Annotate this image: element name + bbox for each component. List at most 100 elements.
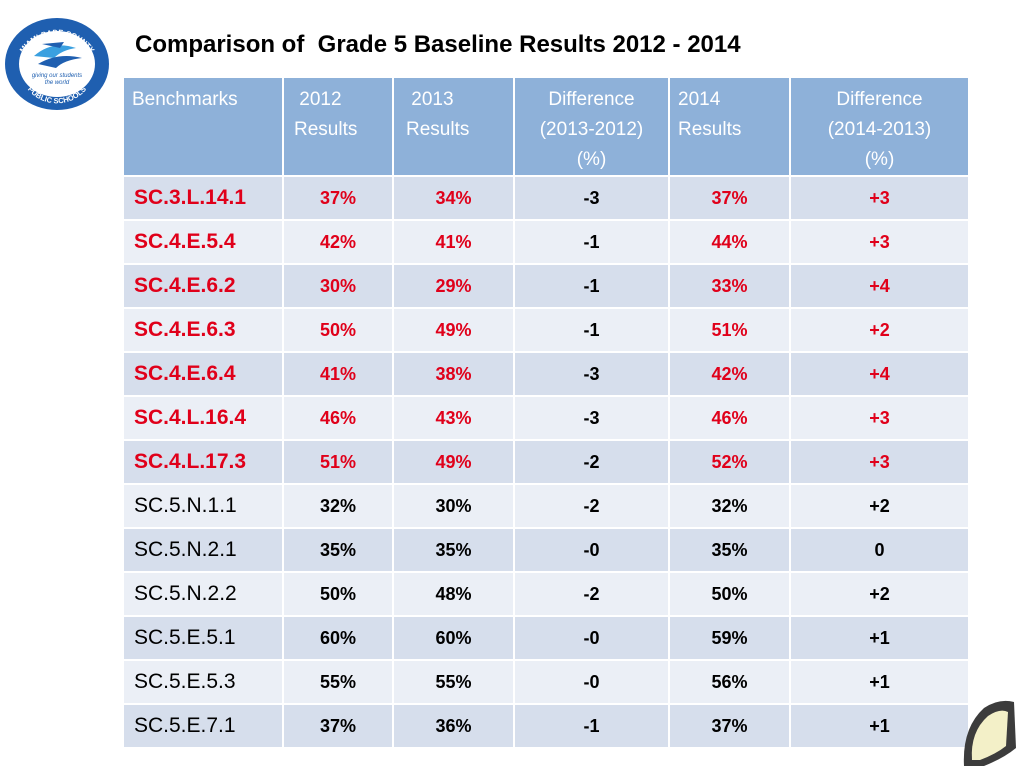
benchmark-cell: SC.4.E.6.2	[122, 263, 284, 309]
logo-tagline-line1: giving our students	[32, 73, 82, 79]
difference-2014-2013-cell: +1	[789, 659, 970, 705]
difference-2014-2013-cell: +3	[789, 175, 970, 221]
result-2013-cell: 41%	[392, 219, 515, 265]
result-2013-cell: 49%	[392, 307, 515, 353]
difference-2013-2012-cell: -0	[513, 527, 670, 573]
result-2014-cell: 51%	[668, 307, 791, 353]
table-row: SC.5.N.2.2 50% 48% -2 50% +2	[122, 571, 970, 617]
table-row: SC.4.E.5.4 42% 41% -1 44% +3	[122, 219, 970, 265]
benchmark-cell: SC.5.E.5.3	[122, 659, 284, 705]
header-text: (2014-2013)	[827, 119, 932, 140]
table-row: SC.4.L.17.3 51% 49% -2 52% +3	[122, 439, 970, 485]
result-2012-cell: 35%	[282, 527, 394, 573]
difference-2013-2012-cell: -3	[513, 175, 670, 221]
difference-2014-2013-cell: +2	[789, 571, 970, 617]
benchmark-cell: SC.5.E.5.1	[122, 615, 284, 661]
school-district-logo: MIAMI-DADE COUNTY PUBLIC SCHOOLS giving …	[5, 18, 109, 110]
difference-2013-2012-cell: -1	[513, 703, 670, 749]
result-2013-cell: 30%	[392, 483, 515, 529]
difference-2014-2013-cell: +2	[789, 307, 970, 353]
result-2014-cell: 52%	[668, 439, 791, 485]
difference-2014-2013-cell: +3	[789, 395, 970, 441]
result-2013-cell: 48%	[392, 571, 515, 617]
table-row: SC.3.L.14.1 37% 34% -3 37% +3	[122, 175, 970, 221]
result-2013-cell: 49%	[392, 439, 515, 485]
benchmark-cell: SC.5.N.2.2	[122, 571, 284, 617]
benchmark-cell: SC.4.E.5.4	[122, 219, 284, 265]
result-2012-cell: 37%	[282, 703, 394, 749]
table-row: SC.4.L.16.4 46% 43% -3 46% +3	[122, 395, 970, 441]
result-2012-cell: 50%	[282, 571, 394, 617]
header-text: 2013	[406, 89, 454, 110]
difference-2014-2013-cell: +3	[789, 439, 970, 485]
difference-2013-2012-cell: -2	[513, 571, 670, 617]
result-2014-cell: 50%	[668, 571, 791, 617]
difference-2013-2012-cell: -1	[513, 219, 670, 265]
difference-2013-2012-cell: -2	[513, 483, 670, 529]
benchmark-cell: SC.5.N.2.1	[122, 527, 284, 573]
result-2012-cell: 42%	[282, 219, 394, 265]
benchmark-cell: SC.4.E.6.3	[122, 307, 284, 353]
benchmark-cell: SC.4.L.16.4	[122, 395, 284, 441]
table-row: SC.5.N.2.1 35% 35% -0 35% 0	[122, 527, 970, 573]
difference-2013-2012-cell: -2	[513, 439, 670, 485]
globe-icon	[34, 42, 82, 68]
header-text: (%)	[576, 149, 607, 170]
header-text: 2014	[678, 89, 721, 110]
result-2014-cell: 42%	[668, 351, 791, 397]
difference-2014-2013-cell: +2	[789, 483, 970, 529]
header-2013-results: 2013 Results	[392, 76, 515, 177]
difference-2013-2012-cell: -0	[513, 659, 670, 705]
result-2013-cell: 43%	[392, 395, 515, 441]
result-2012-cell: 55%	[282, 659, 394, 705]
result-2012-cell: 32%	[282, 483, 394, 529]
benchmark-cell: SC.4.E.6.4	[122, 351, 284, 397]
result-2013-cell: 55%	[392, 659, 515, 705]
table-row: SC.4.E.6.4 41% 38% -3 42% +4	[122, 351, 970, 397]
result-2014-cell: 37%	[668, 175, 791, 221]
header-benchmarks: Benchmarks	[122, 76, 284, 177]
table-row: SC.5.E.5.3 55% 55% -0 56% +1	[122, 659, 970, 705]
result-2014-cell: 59%	[668, 615, 791, 661]
result-2013-cell: 60%	[392, 615, 515, 661]
header-text: Benchmarks	[132, 89, 238, 110]
benchmark-cell: SC.5.N.1.1	[122, 483, 284, 529]
difference-2014-2013-cell: +4	[789, 351, 970, 397]
table-row: SC.5.N.1.1 32% 30% -2 32% +2	[122, 483, 970, 529]
difference-2014-2013-cell: 0	[789, 527, 970, 573]
results-table: Benchmarks 2012 Results 2013 Results Dif…	[122, 76, 970, 749]
result-2014-cell: 35%	[668, 527, 791, 573]
result-2013-cell: 29%	[392, 263, 515, 309]
difference-2013-2012-cell: -1	[513, 263, 670, 309]
result-2012-cell: 41%	[282, 351, 394, 397]
difference-2014-2013-cell: +1	[789, 703, 970, 749]
header-difference-2014-2013: Difference (2014-2013) (%)	[789, 76, 970, 177]
difference-2013-2012-cell: -3	[513, 351, 670, 397]
result-2012-cell: 51%	[282, 439, 394, 485]
header-text: (%)	[864, 149, 895, 170]
header-difference-2013-2012: Difference (2013-2012) (%)	[513, 76, 670, 177]
header-text: Difference	[548, 89, 635, 110]
result-2012-cell: 46%	[282, 395, 394, 441]
difference-2014-2013-cell: +3	[789, 219, 970, 265]
result-2013-cell: 36%	[392, 703, 515, 749]
result-2014-cell: 33%	[668, 263, 791, 309]
benchmark-cell: SC.3.L.14.1	[122, 175, 284, 221]
header-text: (2013-2012)	[539, 119, 644, 140]
header-text: Results	[406, 119, 470, 140]
result-2013-cell: 34%	[392, 175, 515, 221]
result-2012-cell: 60%	[282, 615, 394, 661]
header-2012-results: 2012 Results	[282, 76, 394, 177]
result-2013-cell: 38%	[392, 351, 515, 397]
difference-2013-2012-cell: -3	[513, 395, 670, 441]
table-header-row: Benchmarks 2012 Results 2013 Results Dif…	[122, 76, 970, 177]
page-title: Comparison of Grade 5 Baseline Results 2…	[135, 31, 741, 58]
benchmark-cell: SC.4.L.17.3	[122, 439, 284, 485]
difference-2014-2013-cell: +1	[789, 615, 970, 661]
result-2014-cell: 46%	[668, 395, 791, 441]
header-text: Results	[678, 119, 742, 140]
header-text: Results	[294, 119, 358, 140]
logo-tagline-line2: the world	[45, 80, 70, 86]
table-row: SC.5.E.7.1 37% 36% -1 37% +1	[122, 703, 970, 749]
result-2014-cell: 37%	[668, 703, 791, 749]
